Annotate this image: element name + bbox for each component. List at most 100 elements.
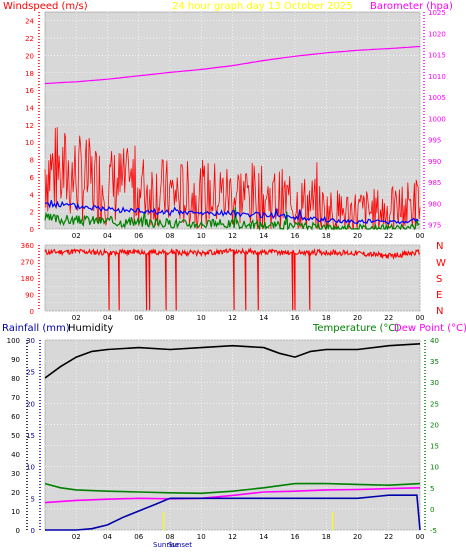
windspeed-series-line [44, 127, 421, 231]
x-tick-label: 22 [384, 314, 393, 322]
humidity-tick-label: 30 [11, 470, 20, 478]
sunrise-label: Sunrise [153, 541, 179, 549]
direction-tick-label: 90 [25, 292, 34, 300]
windspeed-tick-label: 2 [30, 209, 34, 217]
x-tick-label: 20 [353, 314, 362, 322]
x-tick-label: 00 [416, 314, 425, 322]
x-tick-label: 04 [103, 533, 112, 541]
barometer-tick-label: 980 [428, 200, 441, 208]
sunset-label: Sunset [168, 541, 192, 549]
temperature-tick-label: 0 [430, 506, 434, 514]
x-tick-label: 06 [134, 533, 143, 541]
temperature-tick-label: 30 [430, 379, 439, 387]
barometer-tick-label: 1010 [428, 73, 446, 81]
direction-letter-w: W [436, 258, 446, 269]
x-tick-label: 16 [291, 314, 300, 322]
windspeed-tick-label: 12 [25, 122, 34, 130]
x-tick-label: 10 [197, 533, 206, 541]
humidity-tick-label: 0 [16, 527, 20, 535]
humidity-series-line [44, 343, 421, 379]
temp-plot-area [44, 339, 421, 531]
windspeed-tick-label: 20 [25, 52, 34, 60]
x-tick-label: 16 [291, 232, 300, 240]
x-tick-label: 08 [166, 533, 175, 541]
humidity-tick-label: 20 [11, 489, 20, 497]
temperature-tick-label: 40 [430, 337, 439, 345]
temperature-tick-label: 10 [430, 464, 439, 472]
x-tick-label: 22 [384, 232, 393, 240]
barometer-tick-label: 975 [428, 222, 441, 230]
barometer-tick-label: 995 [428, 137, 441, 145]
x-tick-label: 08 [166, 314, 175, 322]
temperature-tick-label: 15 [430, 443, 439, 451]
windspeed-tick-label: 6 [30, 174, 35, 182]
rainfall-tick-label: 25 [26, 369, 35, 377]
windspeed-tick-label: 14 [25, 104, 34, 112]
direction-tick-label: 180 [21, 275, 34, 283]
temperature-tick-label: 20 [430, 421, 439, 429]
rainfall-series-line [45, 494, 421, 531]
x-tick-label: 14 [259, 314, 268, 322]
x-tick-label: 00 [416, 533, 425, 541]
temperature-tick-label: 25 [430, 400, 439, 408]
windspeed-tick-label: 8 [30, 157, 34, 165]
direction-letter-n-bottom: N [436, 306, 443, 317]
direction-tick-label: 270 [21, 259, 34, 267]
x-tick-label: 10 [197, 314, 206, 322]
rainfall-tick-label: 30 [26, 337, 35, 345]
x-tick-label: 00 [416, 232, 425, 240]
chart-marks [44, 45, 421, 531]
x-tick-label: 14 [259, 232, 268, 240]
x-tick-label: 10 [197, 232, 206, 240]
direction-tick-label: 360 [21, 242, 34, 250]
windspeed-tick-label: 0 [30, 226, 34, 234]
x-tick-label: 22 [384, 533, 393, 541]
direction-letter-s: S [436, 274, 442, 285]
windspeed-tick-label: 4 [30, 191, 35, 199]
x-tick-label: 02 [72, 232, 81, 240]
humidity-tick-label: 90 [11, 356, 20, 364]
windspeed-tick-label: 10 [25, 139, 34, 147]
x-tick-label: 06 [134, 314, 143, 322]
humidity-axis-label: Humidity [68, 323, 113, 334]
humidity-tick-label: 40 [11, 451, 20, 459]
rainfall-tick-label: 0 [31, 527, 35, 535]
barometer-tick-label: 985 [428, 179, 441, 187]
barometer-tick-label: 1000 [428, 115, 446, 123]
barometer-series-line [44, 45, 421, 85]
humidity-tick-label: 50 [11, 432, 20, 440]
windspeed-tick-label: 16 [25, 87, 34, 95]
barometer-tick-label: 990 [428, 158, 441, 166]
minimum-series-line [44, 207, 420, 232]
rainfall-tick-label: 20 [26, 400, 35, 408]
barometer-tick-label: 1015 [428, 52, 446, 60]
x-tick-label: 18 [322, 314, 331, 322]
humidity-tick-label: 70 [11, 394, 20, 402]
rainfall-axis-label: Rainfall (mm) [2, 323, 70, 334]
x-tick-label: 02 [72, 533, 81, 541]
humidity-tick-label: 80 [11, 375, 20, 383]
temperature-tick-label: 5 [430, 485, 434, 493]
barometer-tick-label: 1020 [428, 30, 446, 38]
x-tick-label: 16 [291, 533, 300, 541]
x-tick-label: 08 [166, 232, 175, 240]
x-tick-label: 18 [322, 533, 331, 541]
direction-letter-n-top: N [436, 241, 443, 252]
dewpoint-axis-label: Dew Point (°C) [394, 323, 466, 334]
dew-point-series-line [44, 487, 421, 504]
temperature-tick-label: -5 [430, 527, 437, 535]
rainfall-tick-label: 5 [31, 495, 35, 503]
humidity-tick-label: 60 [11, 413, 20, 421]
windspeed-tick-label: 24 [25, 18, 34, 26]
windspeed-axis-label: Windspeed (m/s) [3, 1, 88, 12]
direction-letter-e: E [436, 290, 442, 301]
x-tick-label: 12 [228, 533, 237, 541]
direction-series-line [44, 247, 420, 311]
x-tick-label: 14 [259, 533, 268, 541]
humidity-tick-label: 100 [7, 337, 20, 345]
x-tick-label: 04 [103, 232, 112, 240]
chart-title: 24 hour graph day 13 October 2025 [172, 1, 353, 12]
